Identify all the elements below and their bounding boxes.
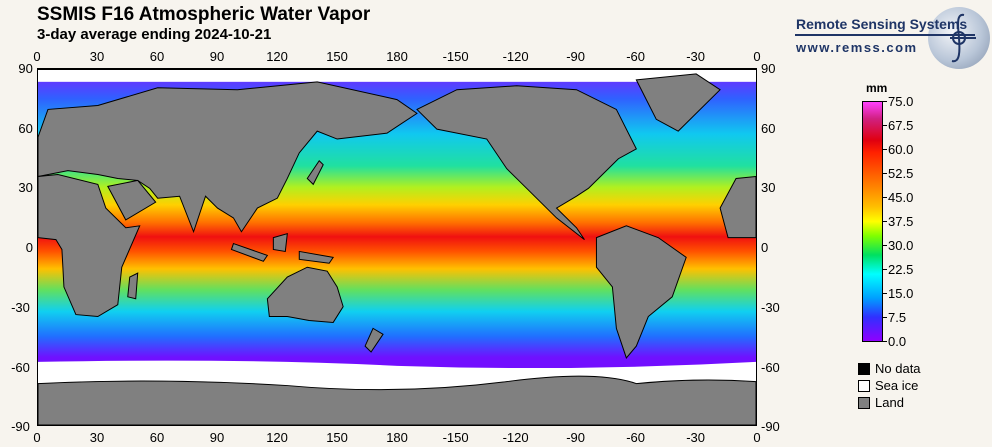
- colorbar-tick: [883, 149, 887, 150]
- longitude-label-bottom: 0: [33, 430, 41, 445]
- arctic-sea-ice: [38, 70, 756, 82]
- japan: [306, 159, 324, 186]
- longitude-label-top: -90: [566, 49, 585, 64]
- longitude-label-top: 0: [33, 49, 41, 64]
- latitude-label-left: 0: [25, 240, 33, 256]
- colorbar-tick: [883, 269, 887, 270]
- latitude-label-left: 30: [18, 180, 33, 196]
- longitude-label-bottom: 60: [149, 430, 165, 445]
- greenland: [635, 73, 721, 132]
- colorbar-label: 45.0: [888, 190, 914, 205]
- longitude-label-bottom: -30: [686, 430, 705, 445]
- latitude-label-left: -30: [11, 299, 30, 315]
- indonesia: [230, 233, 335, 264]
- colorbar-tick: [883, 101, 887, 102]
- legend-label: Sea ice: [875, 378, 919, 393]
- australia: [266, 266, 344, 323]
- latitude-label-right: -90: [761, 419, 780, 435]
- water-vapor-map: [37, 68, 757, 426]
- north-america: [416, 85, 637, 240]
- colorbar-label: 75.0: [888, 94, 914, 109]
- map-subtitle: 3-day average ending 2024-10-21: [37, 26, 272, 43]
- colorbar-tick: [883, 221, 887, 222]
- longitude-label-bottom: 90: [209, 430, 225, 445]
- latitude-label-left: 60: [18, 120, 33, 136]
- longitude-label-bottom: -150: [442, 430, 469, 445]
- longitude-label-bottom: 30: [89, 430, 105, 445]
- eurasia: [37, 81, 418, 234]
- land-masses: [37, 73, 757, 426]
- longitude-label-top: 150: [326, 49, 348, 64]
- new-zealand: [364, 327, 384, 353]
- legend-label: Land: [875, 395, 904, 410]
- longitude-label-top: 0: [753, 49, 761, 64]
- map-canvas: [37, 70, 757, 426]
- colorbar-label: 22.5: [888, 262, 914, 277]
- longitude-label-bottom: 180: [386, 430, 408, 445]
- latitude-label-right: 60: [761, 120, 776, 136]
- colorbar-unit: mm: [866, 81, 888, 95]
- colorbar-label: 67.5: [888, 118, 914, 133]
- africa: [37, 174, 141, 318]
- latitude-label-right: 90: [761, 61, 776, 76]
- longitude-label-bottom: -90: [566, 430, 585, 445]
- latitude-label-left: 90: [18, 61, 33, 76]
- logo-url: www.remss.com: [796, 40, 918, 55]
- colorbar-label: 37.5: [888, 214, 914, 229]
- colorbar-tick: [883, 125, 887, 126]
- colorbar-label: 60.0: [888, 142, 914, 157]
- arabia: [107, 179, 157, 221]
- colorbar-tick: [883, 197, 887, 198]
- map-title: SSMIS F16 Atmospheric Water Vapor: [37, 4, 371, 25]
- colorbar-label: 0.0: [888, 334, 907, 349]
- colorbar-label: 30.0: [888, 238, 914, 253]
- antarctica: [37, 375, 757, 426]
- longitude-label-bottom: -60: [626, 430, 645, 445]
- longitude-label-bottom: 150: [326, 430, 348, 445]
- latitude-label-right: 0: [761, 240, 769, 256]
- colorbar: [862, 101, 883, 342]
- legend-swatch-sea-ice: [858, 380, 870, 392]
- colorbar-tick: [883, 293, 887, 294]
- south-america: [595, 225, 687, 359]
- colorbar-tick: [883, 245, 887, 246]
- longitude-label-bottom: -120: [502, 430, 529, 445]
- longitude-label-top: 60: [149, 49, 165, 64]
- longitude-label-top: 90: [209, 49, 225, 64]
- colorbar-tick: [883, 341, 887, 342]
- madagascar: [127, 272, 139, 300]
- colorbar-tick: [883, 173, 887, 174]
- longitude-label-top: -150: [442, 49, 469, 64]
- legend-swatch-no-data: [858, 363, 870, 375]
- longitude-label-top: 180: [386, 49, 408, 64]
- colorbar-label: 7.5: [888, 310, 907, 325]
- longitude-label-top: -120: [502, 49, 529, 64]
- longitude-label-top: -30: [686, 49, 705, 64]
- longitude-label-bottom: 120: [266, 430, 288, 445]
- latitude-label-left: -60: [11, 359, 30, 375]
- legend-swatch-land: [858, 397, 870, 409]
- colorbar-label: 15.0: [888, 286, 914, 301]
- longitude-label-top: 120: [266, 49, 288, 64]
- longitude-label-top: 30: [89, 49, 105, 64]
- latitude-label-right: 30: [761, 180, 776, 196]
- earth-globe-icon: [928, 7, 990, 69]
- longitude-label-top: -60: [626, 49, 645, 64]
- logo-divider: [795, 34, 975, 36]
- latitude-label-left: -90: [11, 419, 30, 435]
- longitude-label-bottom: 0: [753, 430, 761, 445]
- colorbar-label: 52.5: [888, 166, 914, 181]
- legend-label: No data: [875, 361, 921, 376]
- colorbar-tick: [883, 317, 887, 318]
- latitude-label-right: -60: [761, 359, 780, 375]
- latitude-label-right: -30: [761, 299, 780, 315]
- logo-company-name: Remote Sensing Systems: [796, 16, 968, 32]
